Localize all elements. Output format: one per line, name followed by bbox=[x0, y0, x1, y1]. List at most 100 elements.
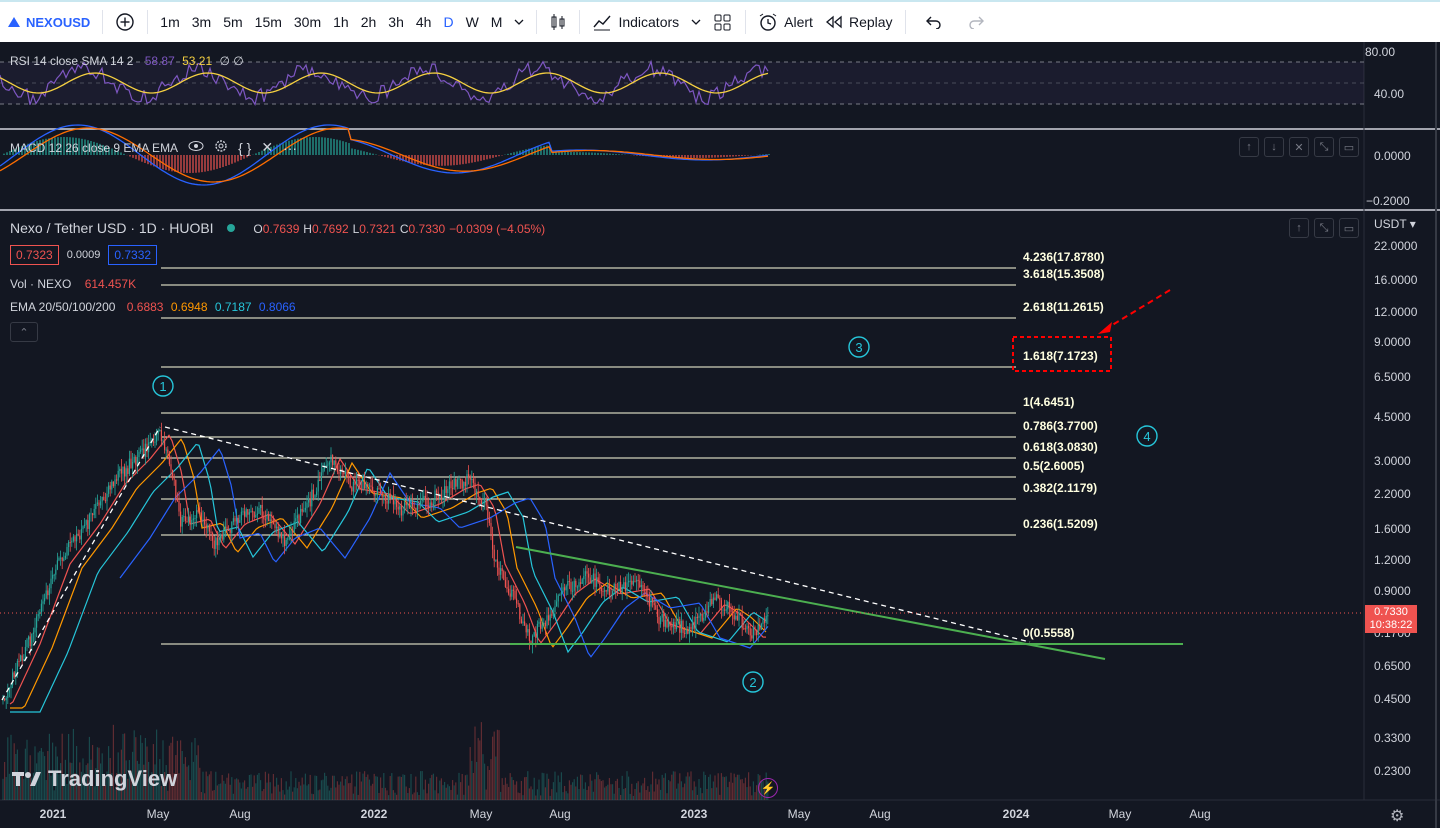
collapse-icon[interactable]: ⤡ bbox=[1314, 137, 1334, 157]
ema-legend[interactable]: EMA 20/50/100/200 0.6883 0.6948 0.7187 0… bbox=[10, 300, 296, 314]
volume-bar bbox=[533, 777, 535, 800]
candle-body bbox=[652, 597, 654, 603]
move-down-icon[interactable]: ↓ bbox=[1264, 137, 1284, 157]
interval-W[interactable]: W bbox=[465, 14, 479, 30]
tradingview-logo[interactable]: TradingView bbox=[12, 766, 177, 792]
undo-icon[interactable] bbox=[918, 7, 948, 37]
gear-icon[interactable] bbox=[214, 139, 228, 156]
interval-2h[interactable]: 2h bbox=[360, 14, 377, 30]
collapse-icon[interactable]: ⤡ bbox=[1314, 218, 1334, 238]
candle-body bbox=[389, 493, 391, 498]
interval-3h[interactable]: 3h bbox=[388, 14, 404, 30]
layout-grid-icon[interactable] bbox=[707, 7, 739, 37]
close-icon[interactable]: ✕ bbox=[261, 139, 274, 155]
candle-body bbox=[538, 621, 540, 624]
interval-1h[interactable]: 1h bbox=[333, 14, 349, 30]
source-code-icon[interactable]: { } bbox=[238, 139, 252, 156]
trend-dashed-line[interactable] bbox=[1, 426, 161, 701]
interval-1m[interactable]: 1m bbox=[160, 14, 180, 30]
elliott-wave-marker[interactable] bbox=[848, 336, 870, 358]
volume-bar bbox=[453, 785, 455, 800]
volume-bar bbox=[466, 774, 468, 800]
candle-body bbox=[87, 520, 89, 529]
macd-legend[interactable]: MACD 12 26 close 9 EMA EMA { } ✕ ··· bbox=[10, 139, 297, 156]
candle-body bbox=[426, 500, 428, 506]
candle-body bbox=[295, 518, 297, 522]
ema200-value: 0.8066 bbox=[258, 300, 296, 314]
volume-bar bbox=[138, 763, 140, 800]
target-highlight-box[interactable] bbox=[1012, 336, 1112, 372]
elliott-wave-marker[interactable] bbox=[152, 375, 174, 397]
candle-body bbox=[16, 661, 18, 672]
volume-bar bbox=[568, 780, 570, 800]
macd-hist-bar bbox=[120, 152, 122, 155]
candle-body bbox=[368, 485, 370, 487]
volume-bar bbox=[125, 760, 127, 800]
candle-body bbox=[133, 456, 135, 463]
redo-icon[interactable] bbox=[962, 7, 992, 37]
buy-price-button[interactable]: 0.7332 bbox=[108, 245, 158, 265]
eye-icon[interactable] bbox=[188, 140, 204, 155]
volume-bar bbox=[476, 761, 478, 800]
replay-button[interactable]: Replay bbox=[819, 7, 899, 37]
elliott-wave-marker[interactable] bbox=[742, 671, 764, 693]
volume-bar bbox=[322, 779, 324, 800]
candle-body bbox=[47, 590, 49, 596]
chevron-down-icon[interactable] bbox=[685, 7, 707, 37]
candle-body bbox=[79, 535, 81, 540]
wedge-upper-line[interactable] bbox=[515, 546, 1106, 660]
candle-body bbox=[181, 516, 183, 527]
candle-body bbox=[352, 481, 354, 492]
plus-circle-icon[interactable] bbox=[109, 7, 141, 37]
elliott-wave-marker[interactable] bbox=[1136, 425, 1158, 447]
volume-bar bbox=[653, 791, 655, 800]
volume-bar bbox=[316, 775, 318, 800]
volume-bar bbox=[232, 793, 234, 800]
currency-selector[interactable]: USDT ▾ bbox=[1374, 217, 1416, 231]
interval-M[interactable]: M bbox=[490, 14, 503, 30]
macd-hist-bar bbox=[741, 155, 743, 156]
volume-bar bbox=[66, 783, 68, 800]
candle-body bbox=[338, 471, 340, 474]
volume-bar bbox=[15, 754, 17, 800]
volume-legend[interactable]: Vol · NEXO 614.457K bbox=[10, 277, 136, 291]
more-icon[interactable]: ··· bbox=[283, 139, 298, 156]
interval-4h[interactable]: 4h bbox=[415, 14, 432, 30]
macd-hist-bar bbox=[150, 155, 152, 166]
chart-canvas[interactable]: 4.236(17.8780) 3.618(15.3508) 2.618(11.261… bbox=[0, 42, 1440, 828]
move-up-icon[interactable]: ↑ bbox=[1289, 218, 1309, 238]
maximize-icon[interactable]: ▭ bbox=[1339, 137, 1359, 157]
interval-15m[interactable]: 15m bbox=[254, 14, 282, 30]
candle-body bbox=[754, 627, 756, 630]
volume-bar bbox=[498, 730, 500, 800]
lightning-icon[interactable]: ⚡ bbox=[758, 778, 778, 798]
interval-D[interactable]: D bbox=[443, 14, 454, 30]
macd-hist-bar bbox=[480, 155, 482, 161]
symbol-search-button[interactable]: NEXOUSD bbox=[0, 7, 96, 37]
candle-style-icon[interactable] bbox=[543, 7, 573, 37]
interval-3m[interactable]: 3m bbox=[191, 14, 212, 30]
close-pane-icon[interactable]: ✕ bbox=[1289, 137, 1309, 157]
collapse-legend-icon[interactable]: ⌃ bbox=[10, 322, 38, 342]
alert-button[interactable]: Alert bbox=[752, 7, 819, 37]
candle-body bbox=[756, 629, 758, 636]
volume-bar bbox=[170, 742, 172, 800]
volume-bar bbox=[226, 777, 228, 800]
resistance-dashed-line[interactable] bbox=[164, 426, 1031, 643]
volume-bar bbox=[445, 787, 447, 800]
rsi-legend[interactable]: RSI 14 close SMA 14 2 58.87 53.21 ∅ ∅ bbox=[10, 54, 244, 68]
chevron-down-icon[interactable] bbox=[508, 7, 530, 37]
volume-bar bbox=[640, 785, 642, 800]
interval-30m[interactable]: 30m bbox=[293, 14, 322, 30]
sell-price-button[interactable]: 0.7323 bbox=[10, 245, 59, 265]
settings-gear-icon[interactable]: ⚙ bbox=[1390, 808, 1405, 825]
candle-body bbox=[354, 481, 356, 485]
move-up-icon[interactable]: ↑ bbox=[1239, 137, 1259, 157]
maximize-icon[interactable]: ▭ bbox=[1339, 218, 1359, 238]
indicators-button[interactable]: Indicators bbox=[586, 7, 685, 37]
macd-hist-bar bbox=[696, 155, 698, 158]
candle-body bbox=[693, 621, 695, 629]
main-legend[interactable]: Nexo / Tether USD · 1D · HUOBI O0.7639 H… bbox=[10, 220, 546, 236]
interval-5m[interactable]: 5m bbox=[223, 14, 243, 30]
volume-bar bbox=[223, 780, 225, 800]
